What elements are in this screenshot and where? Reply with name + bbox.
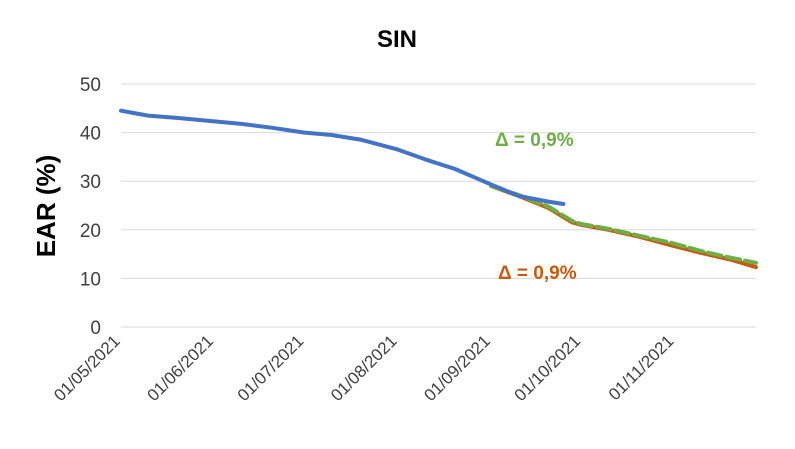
gridlines	[121, 83, 756, 328]
x-tick-label: 01/07/2021	[234, 331, 308, 405]
y-tick-label: 10	[80, 269, 101, 290]
y-axis-ticks: 0 10 20 30 40 50	[80, 75, 101, 339]
x-tick-label: 01/11/2021	[605, 331, 678, 404]
series-line-1	[489, 184, 758, 265]
x-tick-label: 01/06/2021	[144, 331, 218, 405]
series-lines	[119, 108, 758, 270]
y-tick-label: 40	[80, 124, 101, 145]
x-tick-label: 01/05/2021	[50, 331, 124, 405]
x-tick-label: 01/08/2021	[327, 331, 401, 405]
x-tick-label: 01/10/2021	[511, 331, 585, 405]
chart-title: SIN	[377, 26, 417, 53]
series-line-2	[119, 108, 566, 206]
y-tick-label: 50	[80, 75, 101, 96]
y-tick-label: 0	[90, 318, 101, 339]
y-tick-label: 30	[80, 172, 101, 193]
x-tick-label: 01/09/2021	[420, 331, 494, 405]
annotation-green: Δ = 0,9%	[495, 130, 574, 151]
annotation-orange: Δ = 0,9%	[498, 263, 577, 284]
y-tick-label: 20	[80, 221, 101, 242]
x-axis-ticks: 01/05/2021 01/06/2021 01/07/2021 01/08/2021…	[50, 331, 677, 405]
y-axis-label: EAR (%)	[31, 155, 61, 258]
